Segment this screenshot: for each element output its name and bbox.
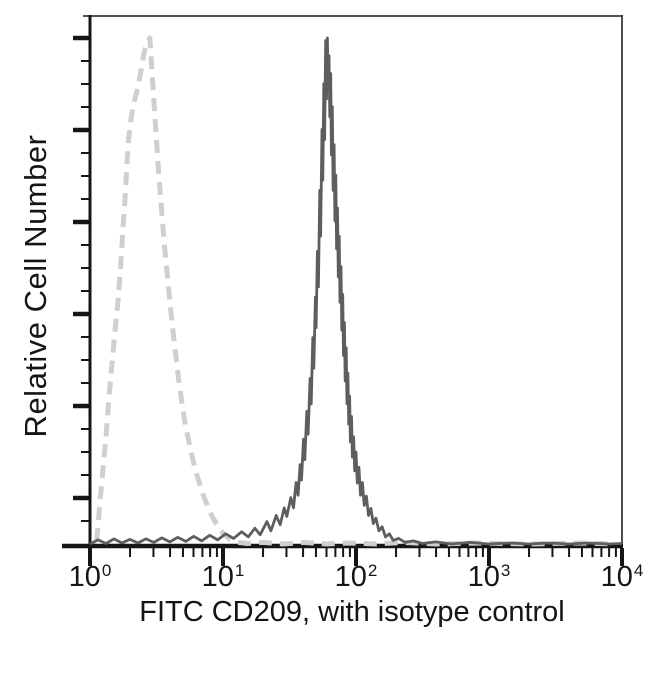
x-tick-label-10e3: 103 bbox=[467, 561, 511, 593]
isotype-control-curve bbox=[94, 35, 616, 547]
x-tick-label-10e2: 102 bbox=[334, 561, 378, 593]
x-tick-label-10e1: 101 bbox=[201, 561, 245, 593]
plot-frame bbox=[83, 15, 623, 546]
x-tick-label-10e4: 104 bbox=[600, 561, 644, 593]
fitc-cd209-curve bbox=[89, 36, 623, 546]
y-axis bbox=[73, 15, 92, 548]
x-axis-label: FITC CD209, with isotype control bbox=[139, 596, 565, 628]
x-tick-label-10e0: 100 bbox=[68, 561, 112, 593]
x-axis bbox=[62, 543, 624, 566]
